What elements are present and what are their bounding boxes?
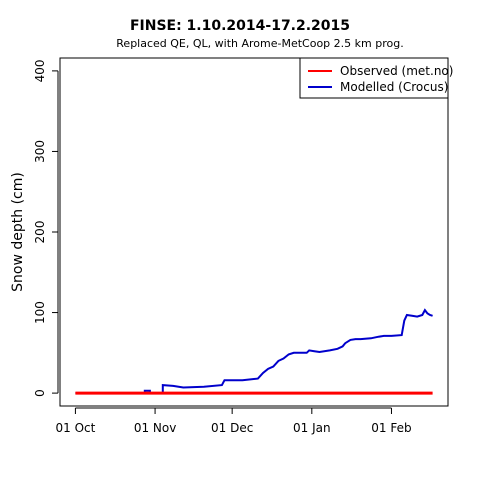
x-tick-label: 01 Nov bbox=[134, 421, 177, 435]
y-axis: 0 100 200 300 400 bbox=[33, 59, 59, 397]
series-modelled-line bbox=[75, 308, 433, 395]
legend: Observed (met.no) Modelled (Crocus) bbox=[299, 57, 453, 99]
x-tick-label: 01 Oct bbox=[55, 421, 95, 435]
legend-label: Observed (met.no) bbox=[340, 64, 453, 78]
plot-frame bbox=[59, 57, 449, 407]
y-tick-label: 0 bbox=[33, 389, 47, 397]
y-tick-label: 200 bbox=[33, 221, 47, 244]
x-tick-label: 01 Feb bbox=[371, 421, 411, 435]
legend-label: Modelled (Crocus) bbox=[340, 80, 448, 94]
y-tick-label: 100 bbox=[33, 301, 47, 324]
chart-subtitle: Replaced QE, QL, with Arome-MetCoop 2.5 … bbox=[116, 37, 404, 50]
x-axis: 01 Oct 01 Nov 01 Dec 01 Jan 01 Feb bbox=[55, 407, 412, 435]
chart-title: FINSE: 1.10.2014-17.2.2015 bbox=[129, 18, 351, 34]
x-tick-label: 01 Jan bbox=[293, 421, 331, 435]
x-tick-label: 01 Dec bbox=[211, 421, 253, 435]
legend-box bbox=[299, 57, 449, 99]
y-axis-label: Snow depth (cm) bbox=[10, 172, 26, 292]
y-tick-label: 300 bbox=[33, 140, 47, 163]
y-tick-label: 400 bbox=[33, 59, 47, 82]
series-layer bbox=[75, 308, 433, 395]
